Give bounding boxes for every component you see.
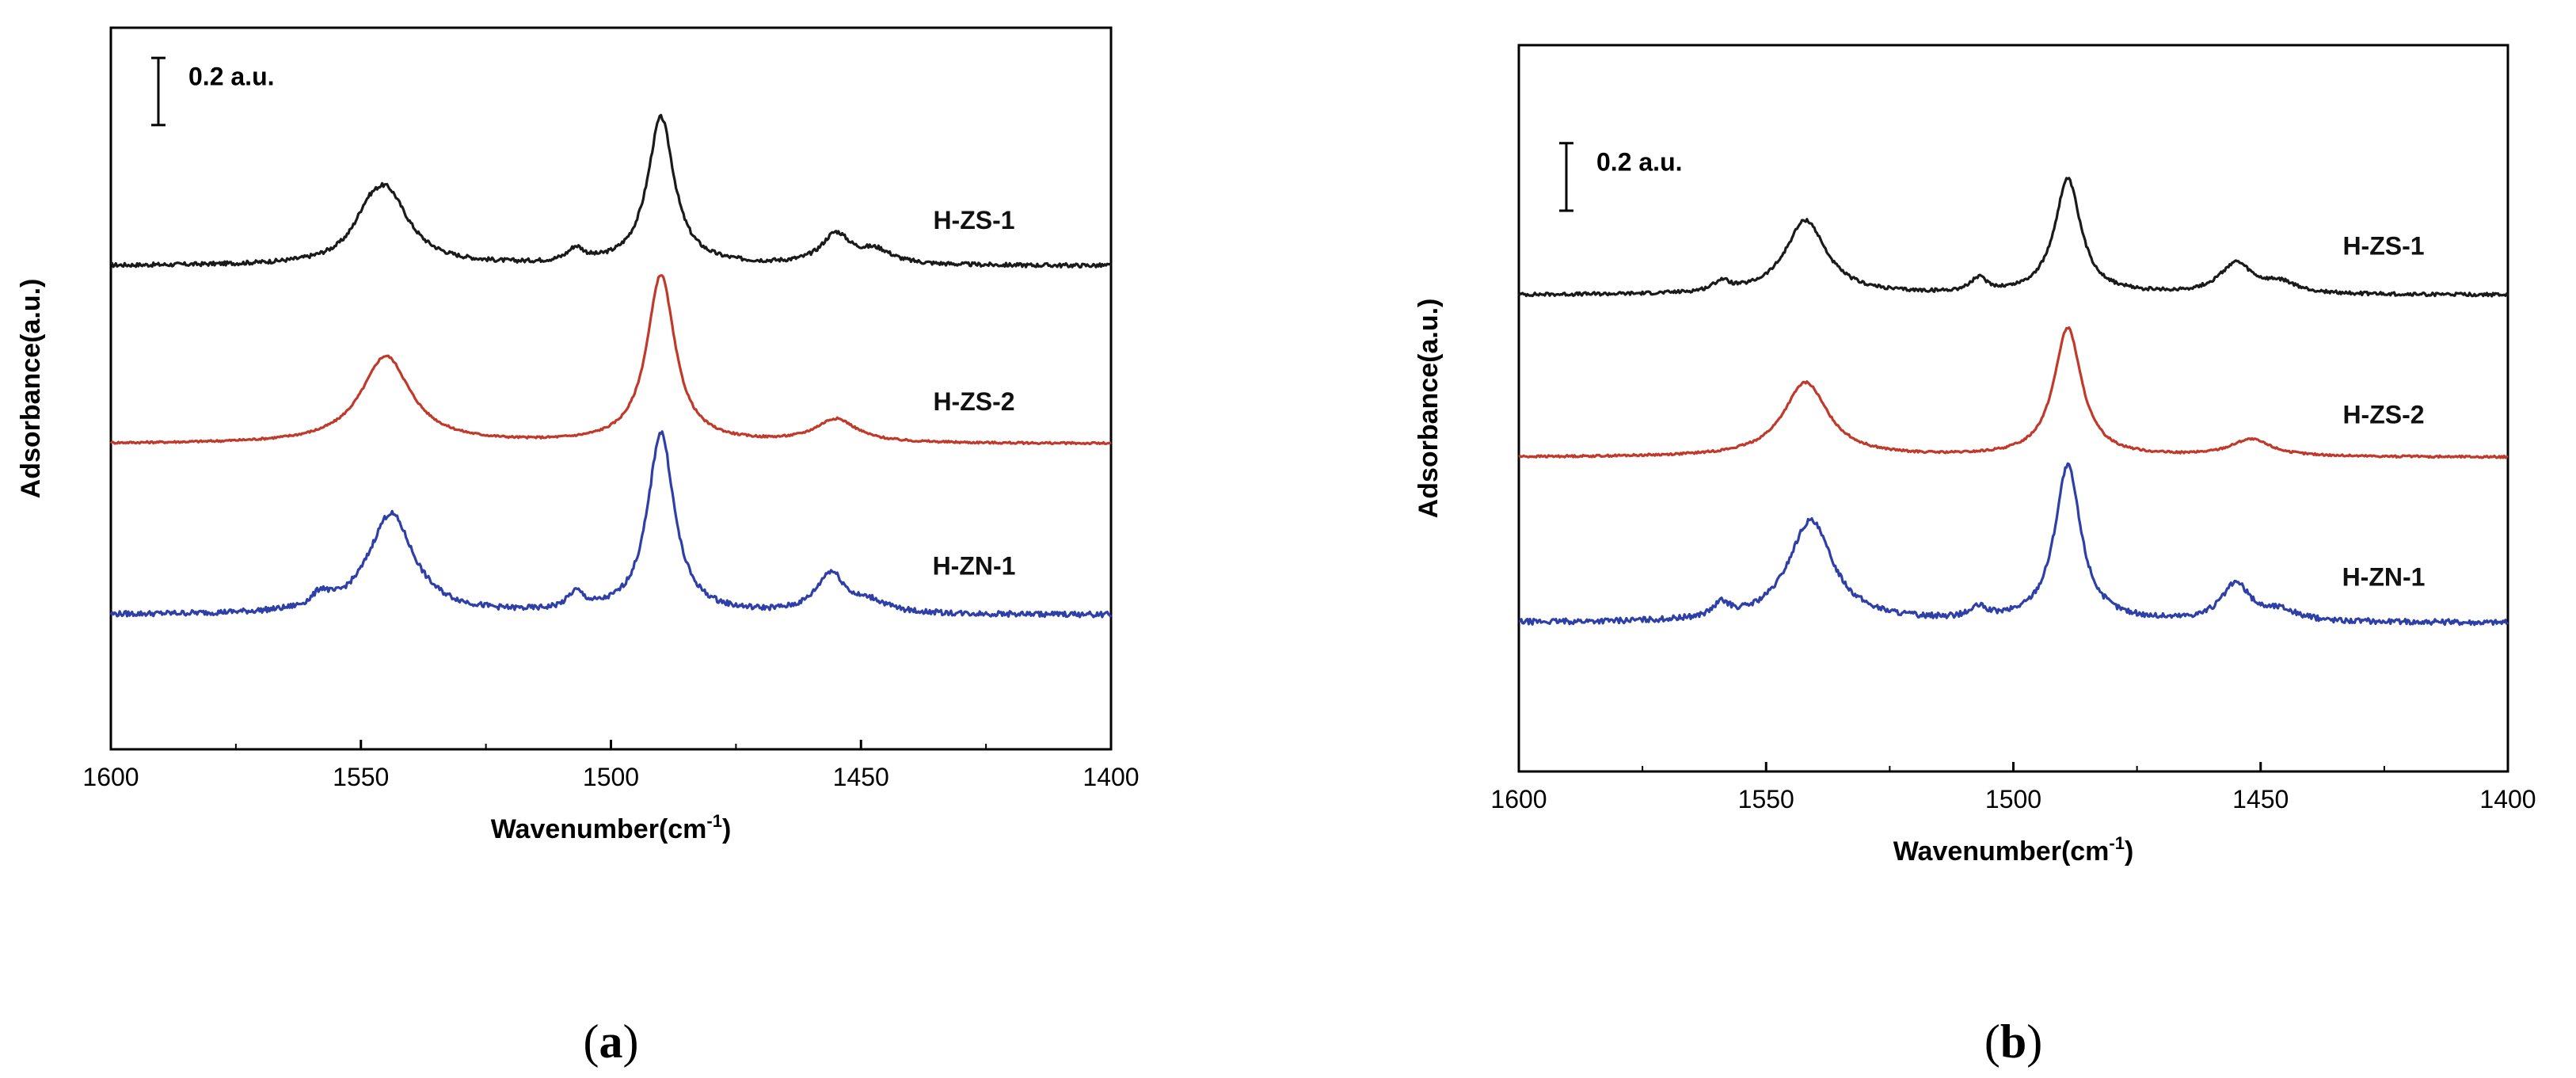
panel-a: 1600 1550 1500 1450 1400 H-ZS-1H-ZS-2H-ZN-1 … [16, 26, 1140, 1068]
series-label: H-ZS-2 [2342, 401, 2424, 429]
scale-bar-label: 0.2 a.u. [1596, 147, 1683, 176]
series-line-h-zn-1 [1518, 462, 2509, 627]
x-tick-label: 1600 [82, 763, 139, 791]
series-label: H-ZS-1 [2342, 231, 2424, 260]
x-axis-label: Wavenumber(cm-1) [491, 811, 732, 844]
scale-bar-label: 0.2 a.u. [188, 63, 275, 91]
series-group: H-ZS-1 H-ZS-2 H-ZN-1 [1517, 177, 2509, 627]
series-label: H-ZN-1 [2342, 562, 2426, 591]
x-tick-label: 1450 [2232, 785, 2289, 813]
y-axis-label: Adsorbance(a.u.) [1414, 299, 1444, 519]
series-line-h-zs-1 [110, 113, 1112, 269]
x-axis-label: Wavenumber(cm-1) [1893, 833, 2134, 867]
x-tick-label: 1550 [333, 763, 389, 791]
x-tick-label: 1600 [1490, 785, 1547, 813]
series-line-h-zs-2 [1518, 326, 2509, 459]
series-line-h-zs-1 [1517, 177, 2509, 298]
x-axis: 1600 1550 1500 1450 1400 [82, 740, 1140, 791]
scale-bar: 0.2 a.u. [151, 56, 275, 127]
x-tick-label: 1500 [583, 763, 639, 791]
panel-caption: (b) [1984, 1015, 2042, 1068]
x-tick-label: 1400 [1083, 763, 1139, 791]
series-label: H-ZS-1 [933, 206, 1014, 234]
series-label: H-ZN-1 [933, 552, 1016, 581]
x-axis: 1600 1550 1500 1450 1400 [1490, 762, 2536, 813]
x-tick-label: 1500 [1985, 785, 2041, 813]
series-group: H-ZS-1 H-ZS-2 H-ZN-1 [109, 113, 1113, 619]
y-axis-label: Adsorbance(a.u.) [16, 279, 46, 499]
x-tick-label: 1550 [1738, 785, 1794, 813]
scale-bar: 0.2 a.u. [1559, 142, 1683, 212]
series-line-h-zn-1 [109, 430, 1113, 619]
panel-b: 1600 1550 1500 1450 1400 H-ZS-1H-ZS-2H-ZN-1 … [1414, 44, 2536, 1068]
panel-caption: (a) [584, 1015, 639, 1068]
series-line-h-zs-2 [109, 274, 1112, 446]
x-tick-label: 1450 [833, 763, 889, 791]
x-tick-label: 1400 [2479, 785, 2536, 813]
series-label: H-ZS-2 [933, 387, 1014, 416]
